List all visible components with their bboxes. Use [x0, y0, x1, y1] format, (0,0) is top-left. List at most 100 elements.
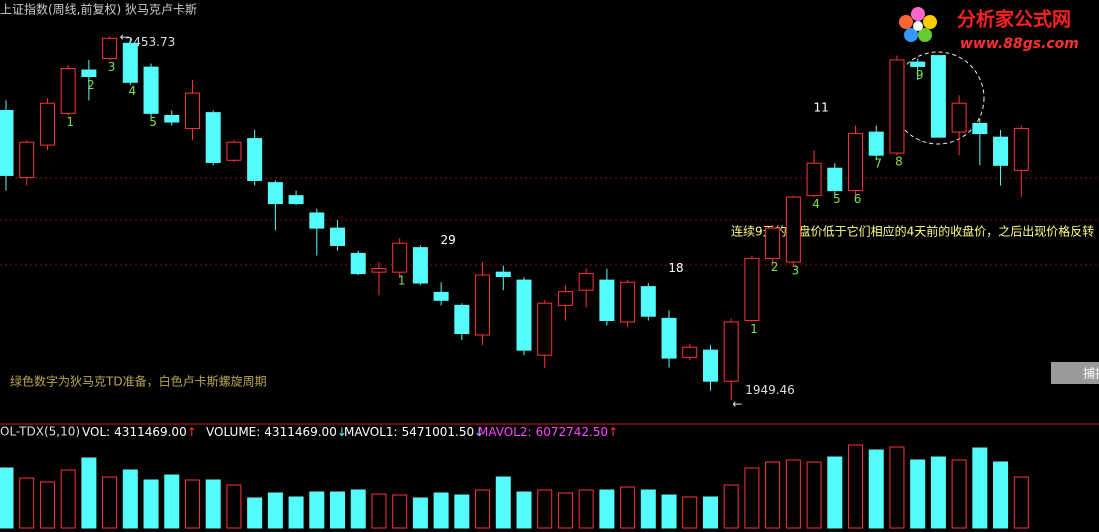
candle-body — [164, 115, 180, 123]
legend-arrow: ↓ — [474, 425, 484, 439]
candle-body — [39, 102, 55, 146]
candle-body — [702, 349, 718, 382]
candle-body — [19, 141, 35, 179]
legend-item: VOL: 4311469.00↑ — [82, 425, 197, 439]
legend-name: MAVOL1: — [344, 425, 398, 439]
candle-body — [557, 291, 573, 306]
low-label: 1949.46 — [745, 383, 795, 397]
volume-bar — [744, 467, 760, 529]
candle-body — [806, 162, 822, 197]
td-setup-label: 1 — [66, 115, 74, 129]
candle-body — [578, 273, 594, 291]
candle-body — [102, 37, 118, 59]
button-label[interactable]: 捕捉 — [1083, 366, 1099, 381]
td-setup-label: 5 — [149, 115, 157, 129]
volume-bar — [972, 447, 988, 529]
candle-body — [682, 346, 698, 358]
candle-body — [537, 302, 553, 356]
highlight-circle — [891, 51, 985, 145]
volume-title: VOL-TDX(5,10) — [0, 425, 80, 439]
legend-arrow: ↓ — [337, 425, 347, 439]
candle-body — [661, 317, 677, 359]
candle-body — [392, 242, 408, 273]
logo-petal — [918, 28, 932, 42]
td-setup-label: 4 — [812, 197, 820, 211]
candle-body — [412, 247, 428, 284]
candle-body — [309, 212, 325, 229]
volume-bar — [682, 496, 698, 529]
volume-bar — [516, 491, 532, 529]
candle-body — [454, 304, 470, 335]
candle-body — [60, 68, 76, 114]
candle-body — [288, 195, 304, 205]
volume-bar — [537, 489, 553, 529]
candle-body — [620, 281, 636, 323]
candle-body — [785, 196, 801, 263]
annotation: 绿色数字为狄马克TD准备，白色卢卡斯螺旋周期 — [10, 374, 267, 389]
candle-body — [475, 274, 491, 336]
volume-bar — [288, 496, 304, 529]
volume-bar — [993, 461, 1009, 529]
candle-body — [930, 55, 946, 138]
candle-body — [226, 141, 242, 161]
candle-body — [350, 252, 366, 275]
volume-bar — [39, 481, 55, 529]
candle-body — [1013, 128, 1029, 171]
volume-bar — [868, 449, 884, 529]
volume-bar — [620, 486, 636, 529]
volume-bar — [81, 457, 97, 529]
volume-bar — [184, 479, 200, 529]
volume-bar — [371, 493, 387, 529]
logo-petal — [923, 15, 937, 29]
volume-bar — [1013, 476, 1029, 529]
volume-bar — [951, 459, 967, 529]
candle-body — [765, 227, 781, 259]
volume-bar — [143, 479, 159, 529]
legend-item: MAVOL2: 6072742.50↑ — [478, 425, 618, 439]
logo-petal — [911, 7, 925, 21]
legend-value: 6072742.50 — [536, 425, 609, 439]
candle-body — [993, 136, 1009, 166]
candle-body — [744, 257, 760, 322]
logo-url: www.88gs.com — [960, 36, 1079, 52]
volume-bar — [765, 461, 781, 529]
lucas-count: 18 — [668, 261, 683, 275]
td-setup-label: 4 — [128, 84, 136, 98]
volume-bar — [247, 497, 263, 529]
high-label: 2453.73 — [126, 35, 176, 49]
volume-bar — [226, 484, 242, 529]
volume-bar — [495, 476, 511, 529]
td-setup-label: 1 — [750, 322, 758, 336]
extreme-arrow: ← — [120, 30, 130, 44]
volume-bar — [102, 476, 118, 529]
volume-bar — [806, 461, 822, 529]
extreme-arrow: ← — [732, 397, 742, 411]
td-setup-label: 9 — [916, 68, 924, 82]
volume-bar — [848, 444, 864, 529]
volume-bar — [392, 494, 408, 529]
td-setup-label: 6 — [854, 192, 862, 206]
candle-body — [81, 69, 97, 78]
volume-bar — [122, 469, 138, 529]
volume-bar — [640, 489, 656, 529]
volume-bar — [0, 467, 14, 529]
td-setup-label: 7 — [874, 157, 882, 171]
candle-body — [143, 66, 159, 114]
candle-body — [433, 291, 449, 301]
td-setup-label: 3 — [108, 60, 116, 74]
legend-item: VOLUME: 4311469.00↓ — [206, 425, 347, 439]
button[interactable] — [1051, 362, 1099, 384]
candle-body — [122, 42, 138, 83]
volume-bar — [475, 489, 491, 529]
legend-item: MAVOL1: 5471001.50↓ — [344, 425, 484, 439]
candle-body — [516, 279, 532, 351]
volume-bar — [557, 492, 573, 529]
volume-bar — [702, 496, 718, 529]
candle-body — [184, 92, 200, 130]
candle-body — [640, 286, 656, 317]
legend-name: VOL: — [82, 425, 110, 439]
volume-bar — [599, 489, 615, 529]
volume-bar — [309, 491, 325, 529]
logo-center — [913, 21, 923, 31]
